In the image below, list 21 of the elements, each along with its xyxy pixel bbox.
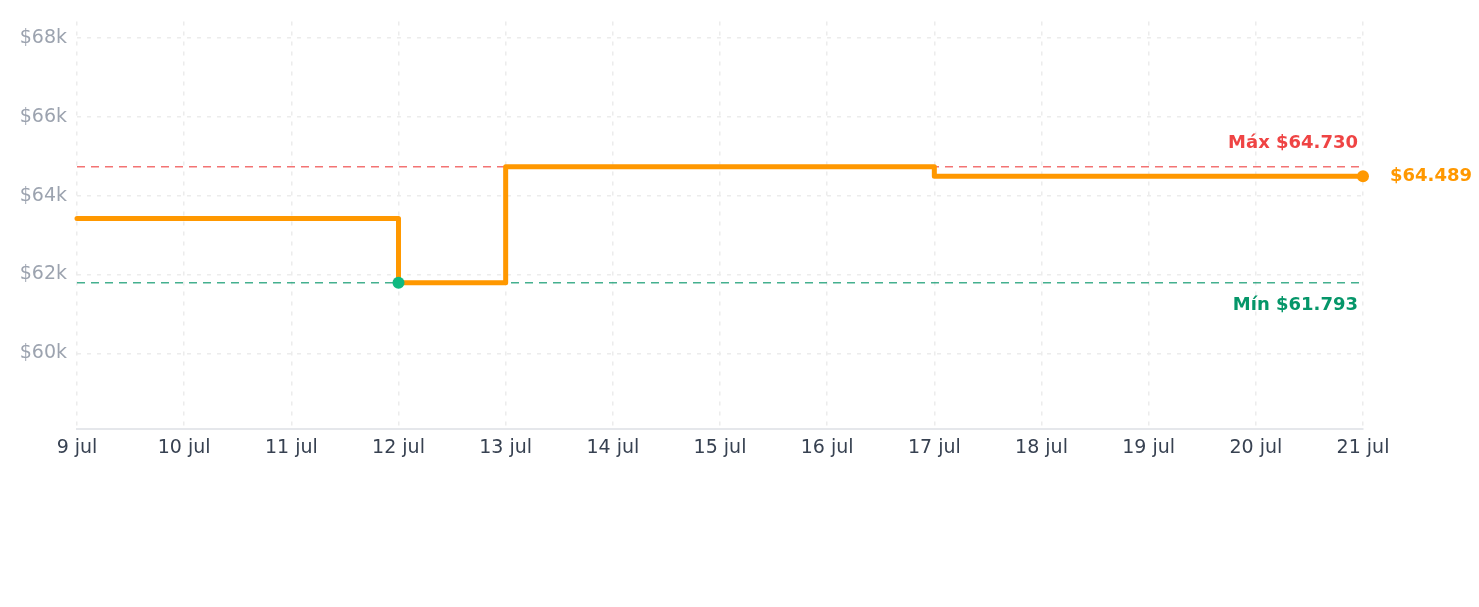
x-tick-label: 16 jul — [800, 435, 854, 458]
x-tick-label: 19 jul — [1122, 435, 1176, 458]
x-tick-label: 10 jul — [157, 435, 211, 458]
x-tick-label: 15 jul — [693, 435, 747, 458]
x-tick-label: 9 jul — [56, 435, 98, 458]
y-tick-label: $68k — [19, 24, 67, 47]
ref-line-label: Mín $61.793 — [1232, 293, 1358, 315]
x-tick-label: 17 jul — [907, 435, 961, 458]
x-tick-label: 18 jul — [1015, 435, 1068, 458]
y-tick-label: $62k — [19, 261, 67, 284]
x-tick-label: 13 jul — [479, 435, 533, 458]
data-label: $64.489 — [1390, 164, 1472, 186]
ref-line-label: Máx $64.730 — [1228, 130, 1358, 152]
x-tick-label: 11 jul — [264, 435, 318, 458]
y-tick-label: $60k — [19, 340, 67, 363]
x-tick-label: 12 jul — [372, 435, 425, 458]
y-tick-label: $66k — [19, 103, 67, 126]
x-tick-label: 20 jul — [1229, 435, 1283, 458]
x-tick-label: 14 jul — [586, 435, 640, 458]
x-tick-label: 21 jul — [1336, 435, 1390, 458]
y-tick-label: $64k — [19, 182, 67, 205]
